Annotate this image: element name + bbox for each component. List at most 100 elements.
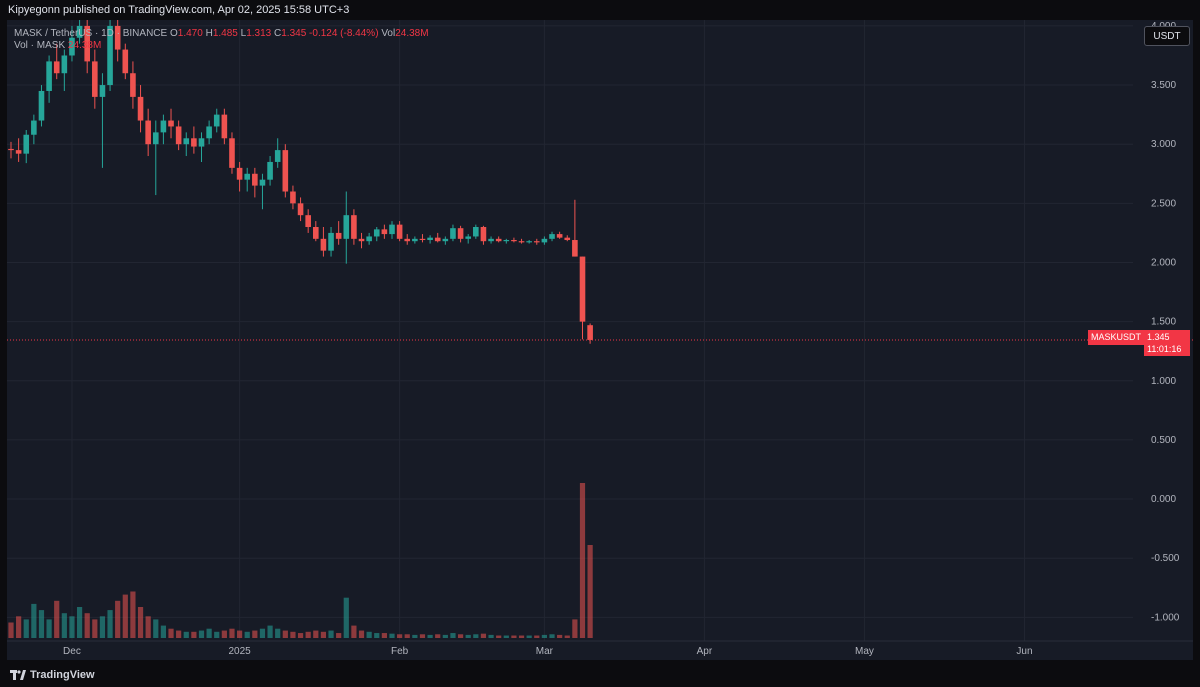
candle-body bbox=[38, 90, 45, 121]
candle-body bbox=[556, 234, 563, 238]
candle-body bbox=[351, 215, 357, 239]
candle-body bbox=[69, 37, 75, 56]
candle-body bbox=[541, 238, 548, 243]
legend-close: 1.345 bbox=[281, 28, 307, 39]
volume-bar bbox=[579, 483, 586, 638]
legend-open: 1.470 bbox=[177, 28, 203, 39]
candle-body bbox=[389, 224, 395, 235]
candle-body bbox=[480, 227, 487, 242]
y-tick-label: 0.500 bbox=[1151, 435, 1176, 446]
candle-body bbox=[267, 161, 273, 180]
candle-body bbox=[587, 325, 593, 340]
candle-body bbox=[23, 134, 30, 154]
candle-body bbox=[305, 215, 311, 227]
volume-bar bbox=[343, 597, 349, 638]
volume-bar bbox=[8, 622, 14, 638]
chart-area[interactable] bbox=[7, 20, 1193, 660]
candle-body bbox=[404, 238, 411, 242]
candle-body bbox=[152, 132, 159, 145]
candle-body bbox=[221, 114, 228, 139]
volume-bar bbox=[518, 635, 525, 638]
volume-bar bbox=[46, 619, 52, 638]
volume-bar bbox=[313, 630, 319, 638]
volume-bar bbox=[450, 633, 456, 638]
candle-body bbox=[53, 61, 60, 74]
volume-bar bbox=[145, 616, 151, 638]
y-tick-label: 1.000 bbox=[1151, 376, 1176, 387]
candle-body bbox=[549, 234, 555, 239]
volume-bar bbox=[457, 634, 464, 638]
volume-bar bbox=[168, 628, 174, 638]
volume-bar bbox=[54, 600, 60, 638]
candle-body bbox=[297, 203, 304, 216]
volume-bar bbox=[16, 616, 22, 638]
volume-bar bbox=[473, 634, 479, 638]
candle-body bbox=[8, 148, 14, 151]
candle-body bbox=[290, 191, 296, 204]
candle-body bbox=[168, 120, 174, 127]
volume-bar bbox=[435, 634, 441, 638]
candle-body bbox=[31, 120, 37, 135]
volume-bar bbox=[427, 634, 433, 638]
candle-body bbox=[130, 73, 136, 97]
volume-bar bbox=[61, 613, 67, 638]
candle-body bbox=[396, 224, 403, 239]
volume-bar bbox=[419, 634, 426, 638]
candle-body bbox=[579, 256, 586, 322]
volume-bar bbox=[229, 628, 235, 638]
candle-body bbox=[465, 236, 471, 239]
volume-bar bbox=[336, 633, 342, 638]
volume-bar bbox=[76, 607, 83, 638]
currency-button[interactable]: USDT bbox=[1144, 26, 1190, 46]
y-tick-label: 3.500 bbox=[1151, 80, 1176, 91]
volume-bar bbox=[31, 603, 37, 638]
volume-bar bbox=[496, 635, 502, 638]
legend-close-label: C bbox=[274, 28, 282, 39]
volume-bar bbox=[183, 631, 189, 638]
volume-bar bbox=[480, 633, 487, 638]
x-tick-label: 2025 bbox=[228, 646, 251, 657]
published-header: Kipyegonn published on TradingView.com, … bbox=[0, 0, 1200, 20]
chart-legend: MASK / TetherUS · 1D · BINANCE O1.470 H1… bbox=[14, 28, 429, 52]
volume-bar bbox=[572, 619, 578, 638]
volume-bar bbox=[69, 616, 75, 638]
candle-body bbox=[46, 61, 52, 91]
volume-bar bbox=[511, 635, 517, 638]
volume-bar bbox=[549, 634, 555, 638]
volume-bar bbox=[122, 594, 128, 638]
candle-body bbox=[183, 138, 190, 145]
candle-body bbox=[99, 85, 106, 97]
candle-body bbox=[145, 120, 151, 145]
y-tick-label: -0.500 bbox=[1151, 553, 1180, 564]
volume-bar bbox=[404, 634, 410, 638]
volume-bar bbox=[191, 631, 197, 638]
volume-bar bbox=[442, 634, 448, 638]
candle-body bbox=[244, 173, 251, 180]
volume-bar bbox=[153, 619, 159, 638]
legend-change: -0.124 (-8.44%) bbox=[309, 28, 379, 39]
volume-bar bbox=[397, 634, 403, 638]
candle-body bbox=[358, 238, 365, 242]
volume-bar bbox=[176, 630, 182, 638]
candle-body bbox=[518, 241, 525, 243]
legend-symbol[interactable]: MASK / TetherUS · 1D · BINANCE bbox=[14, 28, 168, 39]
candle-body bbox=[236, 167, 243, 180]
volume-series-name[interactable]: Vol · MASK bbox=[14, 40, 66, 51]
legend-low-label: L bbox=[240, 28, 247, 39]
candle-body bbox=[533, 241, 540, 243]
y-tick-label: 1.500 bbox=[1151, 317, 1176, 328]
volume-bar bbox=[541, 634, 547, 638]
candle-body bbox=[282, 150, 289, 192]
candle-body bbox=[274, 150, 281, 162]
volume-bar bbox=[107, 610, 113, 638]
candle-body bbox=[412, 238, 418, 242]
candle-body bbox=[213, 114, 220, 127]
volume-bar bbox=[252, 630, 258, 638]
candlestick-chart[interactable]: 4.0003.5003.0002.5002.0001.5001.0000.500… bbox=[7, 20, 1193, 660]
volume-bar bbox=[244, 631, 250, 638]
candle-body bbox=[122, 49, 129, 74]
candle-body bbox=[92, 61, 98, 97]
volume-bar bbox=[267, 625, 273, 638]
tradingview-logo[interactable]: TradingView bbox=[10, 669, 95, 681]
volume-bar bbox=[84, 613, 90, 638]
